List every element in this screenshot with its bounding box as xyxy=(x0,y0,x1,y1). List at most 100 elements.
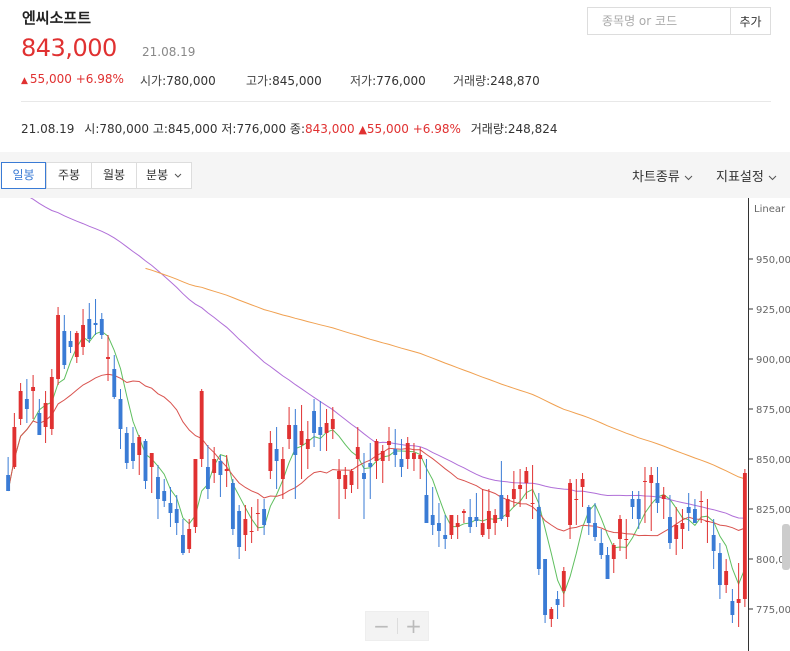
candle-body xyxy=(736,599,741,603)
candle-body xyxy=(287,425,292,439)
stat-volume: 거래량:248,870 xyxy=(453,74,540,88)
stock-search-input[interactable] xyxy=(587,7,731,35)
candle-body xyxy=(680,523,685,529)
candle-body xyxy=(493,515,498,523)
stat-value: 845,000 xyxy=(272,74,322,88)
candle-body xyxy=(6,475,11,491)
tab-monthly[interactable]: 월봉 xyxy=(91,162,137,189)
candle-body xyxy=(368,463,373,467)
candle-body xyxy=(443,535,448,539)
candle-body xyxy=(611,545,616,559)
candle-body xyxy=(449,515,454,535)
candle-body xyxy=(724,571,729,585)
candle-body xyxy=(480,523,485,535)
summary-volume: 248,824 xyxy=(507,122,558,136)
candle-body xyxy=(474,517,479,521)
candle-body xyxy=(93,323,98,325)
indicator-settings-menu[interactable]: 지표설정 xyxy=(716,166,777,185)
summary-close: 843,000 xyxy=(305,122,355,136)
stat-label: 시가 xyxy=(140,74,163,88)
candle-body xyxy=(212,459,217,473)
y-tick-label: 950,000 xyxy=(756,255,790,266)
stock-title: 엔씨소프트 xyxy=(22,9,92,27)
candle-body xyxy=(330,419,335,429)
candle-body xyxy=(430,515,435,525)
candle-body xyxy=(218,461,223,475)
stat-label: 고가 xyxy=(246,74,269,88)
candle-body xyxy=(674,525,679,539)
chart-scroll-handle[interactable] xyxy=(782,524,790,570)
candle-body xyxy=(280,459,285,479)
candle-body xyxy=(324,423,329,433)
candle-body xyxy=(162,491,167,501)
summary-open-label: 시 xyxy=(84,122,96,136)
y-tick-label: 825,000 xyxy=(756,505,790,516)
candle-body xyxy=(561,571,566,591)
candle-body xyxy=(305,439,310,449)
chart-toolbar: 일봉 주봉 월봉 분봉 차트종류 지표설정 xyxy=(0,152,790,198)
candle-body xyxy=(362,473,366,479)
stat-high: 고가:845,000 xyxy=(246,74,322,88)
summary-volume-label: 거래량 xyxy=(470,122,504,136)
stat-value: 248,870 xyxy=(490,74,540,88)
summary-date: 21.08.19 xyxy=(21,122,75,136)
candle-body xyxy=(511,489,516,499)
up-triangle-icon: ▲ xyxy=(358,123,367,136)
candle-body xyxy=(643,481,647,482)
zoom-control: − + xyxy=(365,611,429,641)
candle-body xyxy=(468,517,473,527)
candlestick-chart[interactable]: Linear 775,000 800,000 825,000 850,000 875,00… xyxy=(0,183,790,651)
candle-body xyxy=(74,333,79,357)
stat-low: 저가:776,000 xyxy=(350,74,426,88)
candle-body xyxy=(174,509,179,523)
candle-body xyxy=(18,391,23,419)
candle-body xyxy=(131,443,135,461)
stat-value: 776,000 xyxy=(376,74,426,88)
zoom-in-button[interactable]: + xyxy=(398,612,429,640)
candle-body xyxy=(549,609,554,619)
candle-body xyxy=(461,511,466,513)
candle-body xyxy=(12,427,17,467)
ohlc-summary: 21.08.19 시:780,000 고:845,000 저:776,000 종… xyxy=(21,122,558,136)
tab-minute[interactable]: 분봉 xyxy=(136,162,192,189)
indicator-settings-label: 지표설정 xyxy=(716,170,764,185)
zoom-out-button[interactable]: − xyxy=(366,612,397,640)
chevron-down-icon xyxy=(768,175,777,181)
candle-body xyxy=(187,529,192,549)
tab-daily[interactable]: 일봉 xyxy=(1,162,46,189)
candle-body xyxy=(599,543,604,555)
candle-body xyxy=(730,601,735,615)
candle-body xyxy=(205,467,210,489)
y-tick-label: 850,000 xyxy=(756,455,790,466)
zoom-divider xyxy=(397,618,398,634)
stat-open: 시가:780,000 xyxy=(140,74,216,88)
stat-label: 거래량 xyxy=(453,74,487,88)
candle-body xyxy=(661,495,666,499)
summary-open: 780,000 xyxy=(99,122,149,136)
add-stock-button[interactable]: 추가 xyxy=(730,7,771,35)
candle-body xyxy=(118,399,123,429)
candle-body xyxy=(717,553,722,585)
y-tick-label: 875,000 xyxy=(756,405,790,416)
candle-body xyxy=(312,411,316,433)
candle-body xyxy=(81,325,85,347)
candle-body xyxy=(568,483,572,525)
candle-body xyxy=(299,431,304,445)
candle-body xyxy=(181,535,185,553)
summary-low-label: 저 xyxy=(221,122,233,136)
candle-body xyxy=(399,459,404,467)
candle-body xyxy=(699,501,704,502)
chart-type-menu[interactable]: 차트종류 xyxy=(632,166,693,185)
candle-body xyxy=(137,437,142,455)
candle-body xyxy=(249,531,254,532)
candle-body xyxy=(37,413,42,435)
candle-body xyxy=(87,319,92,339)
candle-body xyxy=(605,555,610,579)
summary-high: 845,000 xyxy=(167,122,218,136)
candle-body xyxy=(668,517,672,543)
header-divider xyxy=(21,101,771,102)
summary-low: 776,000 xyxy=(236,122,287,136)
tab-weekly[interactable]: 주봉 xyxy=(46,162,92,189)
candle-body xyxy=(230,483,235,529)
candle-body xyxy=(630,499,635,507)
